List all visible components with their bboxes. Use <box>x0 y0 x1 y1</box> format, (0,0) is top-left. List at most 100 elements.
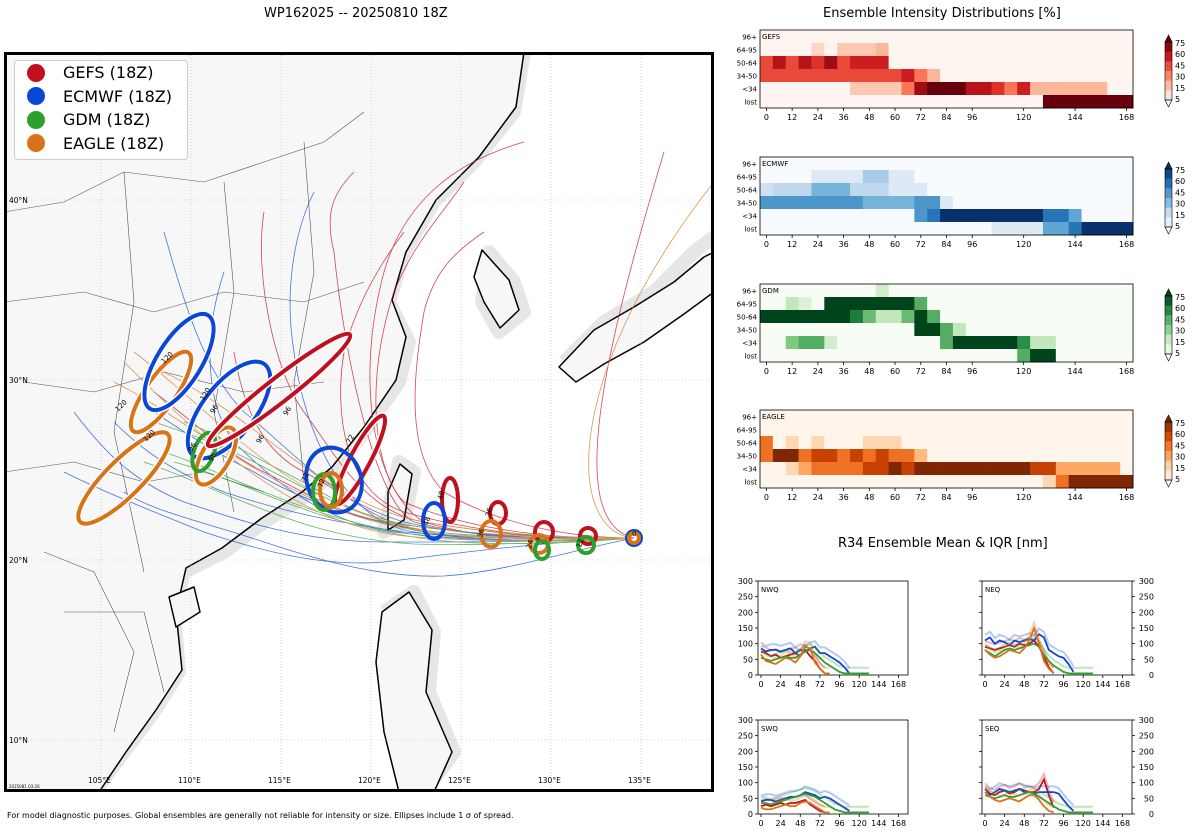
x-tick-label: 144 <box>1067 113 1082 122</box>
colorbar-max-arrow <box>1164 288 1173 297</box>
heatmap-cell <box>888 462 902 476</box>
heatmap-cell <box>811 170 825 184</box>
heatmap-cell <box>940 157 954 171</box>
y-tick-label: 0 <box>1149 671 1154 680</box>
y-tick-label: 150 <box>1139 763 1154 772</box>
heatmap-cell <box>811 82 825 96</box>
heatmap-cell <box>1081 95 1095 109</box>
heatmap-cell <box>1094 297 1108 311</box>
heatmap-cell <box>965 95 980 109</box>
heatmap-cell <box>888 82 902 96</box>
heatmap-cell <box>940 297 954 311</box>
heatmap-cell <box>798 69 812 83</box>
heatmap-cell <box>940 336 954 350</box>
heatmap-cell <box>888 196 902 210</box>
heatmap-cell <box>785 310 799 324</box>
heatmap-cell <box>1004 209 1018 223</box>
x-tick-label: 0 <box>764 367 769 376</box>
heatmap-cell <box>914 410 928 424</box>
r34-iqr-ecmwf <box>760 785 850 807</box>
legend-item-gdm: GDM (18Z) <box>15 108 187 132</box>
colorbar-tick: 60 <box>1175 430 1185 439</box>
heatmap-cell <box>760 436 774 450</box>
heatmap-cell <box>1042 410 1057 424</box>
heatmap-cell <box>978 436 992 450</box>
heatmap-gdm: GDM 96+ 64-95 50-64 34-50 <34 lost 0 12 24 36 48 60 7… <box>737 283 1185 376</box>
heatmap-cell <box>1068 323 1082 337</box>
x-tick-label: 120 <box>1016 113 1031 122</box>
r34-iqr-eagle <box>984 619 1055 669</box>
heatmap-row-label: lost <box>744 226 757 234</box>
legend-item-gefs: GEFS (18Z) <box>15 61 187 85</box>
heatmap-cell <box>811 56 825 70</box>
heatmap-cell <box>875 349 890 363</box>
x-tick-label: 48 <box>864 367 874 376</box>
heatmap-cell <box>1094 475 1108 489</box>
heatmap-cell <box>1081 462 1095 476</box>
x-tick-label: 72 <box>1039 680 1049 689</box>
heatmap-cell <box>798 196 812 210</box>
heatmap-cell <box>914 82 928 96</box>
svg-text:36: 36 <box>484 506 494 517</box>
heatmap-cell <box>965 196 980 210</box>
heatmap-cell <box>901 336 915 350</box>
heatmap-cell <box>1120 410 1134 424</box>
heatmap-cell <box>914 297 928 311</box>
heatmap-cell <box>772 336 787 350</box>
heatmap-row-label: 64-95 <box>737 301 757 309</box>
intensity-title: Ensemble Intensity Distributions [%] <box>823 6 1061 21</box>
heatmap-cell <box>991 475 1005 489</box>
heatmap-cell <box>888 222 902 236</box>
heatmap-cell <box>1055 222 1070 236</box>
heatmap-cell <box>1107 209 1121 223</box>
heatmap-cell <box>1055 69 1070 83</box>
legend-label: EAGLE (18Z) <box>63 133 165 153</box>
x-tick-label: 168 <box>1115 680 1130 689</box>
colorbar-segment <box>1165 61 1172 72</box>
heatmap-cell <box>760 56 774 70</box>
heatmap-cell <box>760 297 774 311</box>
heatmap-cell <box>978 43 992 57</box>
heatmap-cell <box>952 462 967 476</box>
heatmap-cell <box>1017 349 1031 363</box>
colorbar-tick: 60 <box>1175 50 1185 59</box>
heatmap-cell <box>965 449 980 463</box>
heatmap-cell <box>1042 436 1057 450</box>
heatmap-cell <box>901 284 915 298</box>
heatmap-cell <box>875 323 890 337</box>
heatmap-cell <box>901 449 915 463</box>
heatmap-cell <box>824 323 838 337</box>
heatmap-cell <box>927 323 941 337</box>
heatmap-cell <box>965 436 980 450</box>
heatmap-cell <box>888 56 902 70</box>
heatmap-cell <box>991 196 1005 210</box>
heatmap-cell <box>824 310 838 324</box>
heatmap-cell <box>1042 323 1057 337</box>
heatmap-cell <box>824 56 838 70</box>
heatmap-cell <box>772 222 787 236</box>
heatmap-cell <box>965 297 980 311</box>
colorbar-segment <box>1165 325 1172 335</box>
svg-text:72: 72 <box>316 478 327 489</box>
heatmap-row-label: 34-50 <box>737 453 757 461</box>
heatmap-cell <box>1094 157 1108 171</box>
heatmap-cell <box>850 297 864 311</box>
heatmap-cell <box>901 196 915 210</box>
heatmap-cell <box>1107 183 1121 197</box>
heatmap-cell <box>1055 297 1070 311</box>
x-tick-label: 144 <box>871 819 886 828</box>
heatmap-cell <box>1004 310 1018 324</box>
heatmap-cell <box>991 157 1005 171</box>
heatmap-cell <box>1094 183 1108 197</box>
heatmap-cell <box>785 336 799 350</box>
x-tick-label: 24 <box>813 367 823 376</box>
heatmap-row-label: 50-64 <box>737 440 758 448</box>
heatmap-cell <box>991 69 1005 83</box>
heatmap-cell <box>1081 82 1095 96</box>
heatmap-cell <box>978 475 992 489</box>
heatmap-cell <box>1055 310 1070 324</box>
heatmap-cell <box>1107 410 1121 424</box>
colorbar-tick: 75 <box>1175 39 1185 48</box>
heatmap-cell <box>1081 43 1095 57</box>
land <box>4 52 714 792</box>
